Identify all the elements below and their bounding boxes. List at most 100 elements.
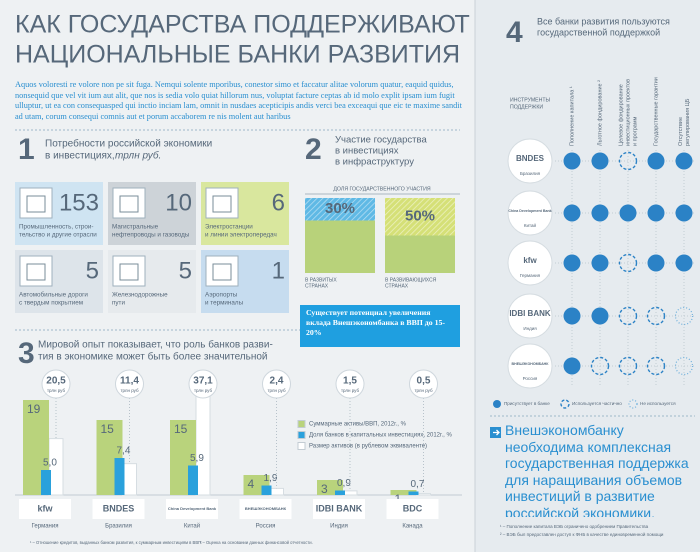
tile-label: Магистральные	[112, 224, 159, 231]
bar	[408, 491, 419, 495]
asset-label: 37,1	[193, 376, 213, 387]
asset-bar	[416, 493, 431, 496]
footnote: ² – Оценка на основании данных финансово…	[200, 540, 313, 545]
support-mark	[646, 306, 666, 326]
tile-value: 10	[165, 189, 192, 216]
logo-circle	[507, 190, 553, 236]
footnote: ¹ – Отношение кредитов, выданных банком …	[30, 540, 202, 545]
bank-logo: kfw	[523, 256, 537, 265]
support-mark	[563, 152, 581, 170]
asset-label: 11,4	[120, 376, 139, 387]
tile-value: 1	[272, 257, 285, 284]
tile-label: Аэропорты	[205, 292, 238, 299]
tile-icon	[112, 255, 146, 287]
share-hatch	[305, 198, 375, 221]
tile-label: и терминалы	[205, 300, 244, 307]
support-mark	[647, 152, 665, 170]
tile-label: тельство и другие отрасли	[19, 232, 97, 239]
legend-mark	[560, 399, 570, 409]
asset-bar	[195, 392, 211, 496]
bars-caption: ДОЛЯ ГОСУДАРСТВЕННОГО УЧАСТИЯ	[333, 186, 430, 192]
section-number: 3	[18, 337, 35, 370]
section-number: 2	[305, 133, 322, 166]
bank-country: Германия	[520, 273, 541, 278]
bank-country: Китай	[524, 222, 537, 228]
section-title: Все банки развития пользуются	[537, 16, 670, 26]
section-title: в инфраструктуру	[335, 157, 414, 168]
legend-label: Не используется	[640, 401, 676, 406]
logo-box	[386, 499, 439, 519]
legend-swatch	[297, 420, 306, 428]
value-label: 15	[101, 422, 115, 436]
tile-value: 5	[86, 257, 99, 284]
tile-icon	[205, 255, 239, 287]
country-label: Китай	[184, 523, 200, 530]
country-label: Канада	[402, 524, 423, 530]
bank-logo: ВНЕШЭКОНОМБАНК	[245, 506, 287, 511]
column-header: регулирования ЦБ	[685, 98, 691, 146]
bar	[41, 470, 51, 495]
country-label: Россия	[256, 524, 276, 530]
support-mark	[618, 253, 638, 273]
support-mark	[675, 254, 693, 272]
instruments-label: ИНСТРУМЕНТЫ	[510, 97, 551, 103]
support-mark	[591, 307, 609, 325]
section-title: в инвестициях,	[45, 151, 115, 162]
logo-box	[313, 499, 365, 519]
legend-label: Присутствует в банке	[504, 401, 550, 406]
value-label: 5,0	[43, 458, 57, 469]
callout-text: Существует потенциал увеличения вклада В…	[306, 308, 445, 337]
column-header: Отсутствие	[678, 117, 684, 146]
column-header: Пополнение капитала ¹	[569, 86, 575, 146]
share-hatch	[385, 198, 455, 236]
legend-label: Размер активов (в рублевом эквиваленте)	[309, 444, 427, 450]
column-header: и программ	[632, 116, 638, 146]
intro-text-box: Aquos voloresti re volore non pe sit fug…	[15, 80, 462, 121]
bar	[335, 490, 345, 495]
support-mark	[618, 356, 638, 376]
bar	[114, 458, 125, 495]
support-mark	[646, 356, 666, 376]
bar	[390, 490, 417, 495]
legend-label: Суммарные активы/ВВП, 2012г., %	[309, 422, 407, 428]
asset-unit: трлн руб	[414, 388, 433, 393]
support-mark	[591, 204, 609, 222]
section-title: тия в экономике может быть более значите…	[38, 351, 268, 363]
tile-icon-shape	[26, 195, 46, 213]
conclusion-text: Внешэкономбанку необходима комплексная г…	[505, 422, 689, 517]
bar-label: В РАЗВИВАЮЩИХСЯ	[385, 277, 437, 283]
bank-logo: BDC	[403, 503, 423, 513]
support-mark	[590, 356, 610, 376]
value-label: 0,9	[337, 478, 351, 489]
asset-circle	[262, 369, 291, 399]
tile-icon	[19, 255, 53, 287]
legend-swatch	[297, 442, 306, 450]
tile-label: Электростанции	[205, 224, 253, 231]
value-label: 7,4	[117, 446, 131, 457]
section-unit: трлн руб.	[115, 150, 161, 162]
bank-country: Россия	[523, 376, 538, 381]
support-mark	[674, 306, 694, 326]
legend-swatch	[297, 431, 306, 439]
logo-box	[166, 499, 218, 519]
tile-icon	[19, 187, 53, 219]
section-title: Потребности российской экономики	[45, 138, 212, 150]
country-label: Бразилия	[105, 524, 132, 530]
bar-label: СТРАНАХ	[305, 283, 329, 289]
asset-unit: трлн руб	[341, 388, 360, 393]
support-mark	[647, 204, 665, 222]
value-label: 3	[321, 482, 328, 496]
bank-logo: IDBI BANK	[509, 309, 551, 318]
legend-label: Доля банков в капитальных инвестициях, 2…	[309, 433, 452, 439]
section-title: Участие государства	[335, 135, 427, 146]
tile-label: нефтепроводы и газоводы	[112, 232, 190, 239]
bank-logo: China Development Bank	[168, 506, 217, 511]
instruments-label: ПОДДЕРЖКИ	[510, 104, 543, 110]
section-title: Мировой опыт показывает, что роль банков…	[38, 339, 273, 351]
asset-label: 1,5	[343, 376, 357, 387]
callout-text-box: Существует потенциал увеличения вклада В…	[306, 308, 445, 337]
asset-unit: трлн руб	[120, 388, 139, 393]
intro-text: Aquos voloresti re volore non pe sit fug…	[15, 80, 462, 121]
asset-circle	[335, 369, 365, 399]
